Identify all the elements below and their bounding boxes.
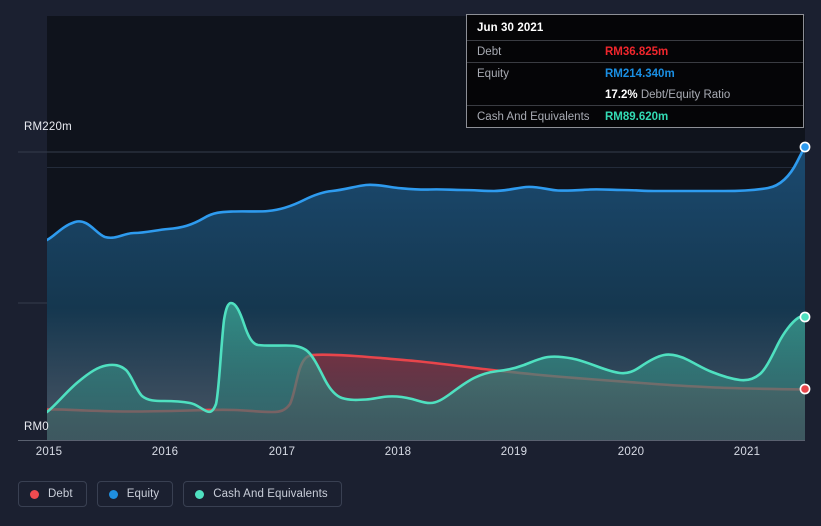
- y-axis-bottom-label: RM0: [24, 421, 49, 433]
- tooltip-value-ratio: 17.2% Debt/Equity Ratio: [605, 89, 730, 101]
- tooltip-value-equity: RM214.340m: [605, 67, 675, 80]
- cash-line: [47, 301, 805, 414]
- tooltip-label-equity: Equity: [477, 67, 509, 80]
- cash-area: [47, 303, 805, 440]
- x-axis-label-2015: 2015: [35, 446, 63, 458]
- legend-dot-cash-icon: [195, 489, 205, 499]
- tooltip-ratio-caption: Debt/Equity Ratio: [640, 88, 731, 101]
- legend-dot-equity-icon: [108, 489, 118, 499]
- tooltip-value-debt: RM36.825m: [605, 45, 669, 58]
- x-axis-label-2016: 2016: [151, 446, 179, 458]
- series-endpoint-markers: [799, 141, 811, 395]
- tooltip-row-debt: Debt RM36.825m: [467, 40, 803, 62]
- x-axis-label-2020: 2020: [617, 446, 645, 458]
- legend-item-cash[interactable]: Cash And Equivalents: [183, 481, 342, 507]
- tooltip-date: Jun 30 2021: [477, 22, 544, 34]
- legend-label-equity: Equity: [126, 488, 160, 500]
- x-axis-label-2018: 2018: [384, 446, 412, 458]
- chart-legend: Debt Equity Cash And Equivalents: [18, 481, 342, 507]
- tooltip-row-equity: Equity RM214.340m: [467, 62, 803, 84]
- equity-endpoint-dot: [799, 141, 811, 153]
- chart-tooltip: Jun 30 2021 Debt RM36.825m Equity RM214.…: [466, 14, 804, 128]
- x-axis-label-2021: 2021: [733, 446, 761, 458]
- tooltip-value-cash: RM89.620m: [605, 110, 669, 123]
- legend-item-debt[interactable]: Debt: [18, 481, 87, 507]
- x-axis-labels: 2015 2016 2017 2018 2019 2020 2021: [0, 446, 821, 466]
- legend-dot-debt-icon: [30, 489, 39, 499]
- x-axis-label-2019: 2019: [500, 446, 528, 458]
- x-axis-label-2017: 2017: [268, 446, 296, 458]
- tooltip-row-cash: Cash And Equivalents RM89.620m: [467, 105, 803, 127]
- legend-label-debt: Debt: [48, 488, 73, 500]
- legend-item-equity[interactable]: Equity: [96, 481, 174, 507]
- debt-endpoint-dot: [799, 383, 811, 395]
- equity-line: [47, 145, 805, 242]
- y-axis-top-label: RM220m: [24, 121, 72, 133]
- tooltip-row-ratio: 17.2% Debt/Equity Ratio: [467, 84, 803, 105]
- legend-label-cash: Cash And Equivalents: [213, 488, 328, 500]
- tooltip-ratio-number: 17.2%: [605, 88, 638, 101]
- tooltip-label-debt: Debt: [477, 45, 502, 58]
- cash-endpoint-dot: [799, 311, 811, 323]
- tooltip-label-cash: Cash And Equivalents: [477, 110, 590, 123]
